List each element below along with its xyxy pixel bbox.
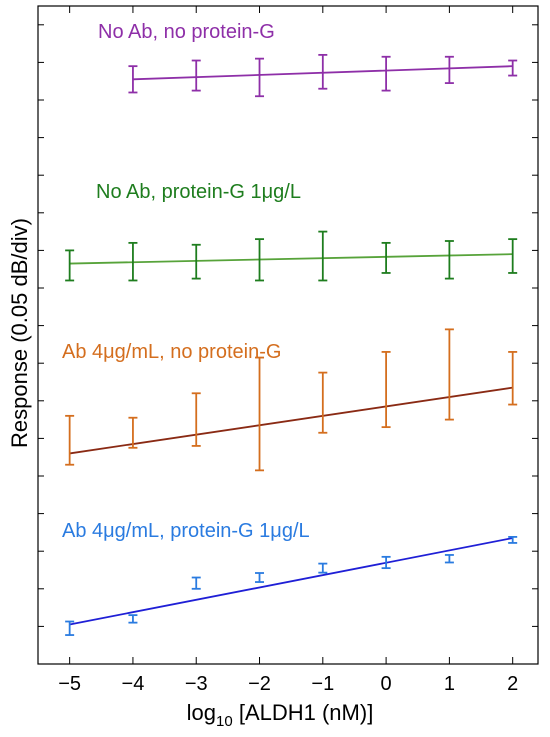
fit-line bbox=[69, 537, 513, 626]
y-axis-label: Response (0.05 dB/div) bbox=[7, 218, 32, 448]
series-layer: No Ab, no protein-G No Ab, protein-G 1μg/… bbox=[62, 21, 518, 636]
plot-area-border bbox=[37, 5, 539, 665]
series-1: No Ab, no protein-G bbox=[98, 21, 518, 98]
x-axis-label-rest: [ALDH1 (nM)] bbox=[233, 700, 374, 725]
fit-line bbox=[69, 253, 513, 265]
series-label: No Ab, no protein-G bbox=[98, 21, 275, 43]
series-label: Ab 4μg/mL, no protein-G bbox=[62, 341, 281, 363]
series-label: No Ab, protein-G 1μg/L bbox=[96, 181, 301, 203]
fit-line bbox=[69, 386, 513, 455]
x-axis-label-subscript: 10 bbox=[216, 713, 233, 730]
x-tick-label: 2 bbox=[507, 673, 518, 695]
x-tick-label: −4 bbox=[122, 673, 145, 695]
x-axis-ticks: −5 −4 −3 −2 −1 0 1 2 bbox=[58, 6, 518, 695]
series-2: No Ab, protein-G 1μg/L bbox=[65, 181, 518, 282]
x-tick-label: 1 bbox=[444, 673, 455, 695]
series-3: Ab 4μg/mL, no protein-G bbox=[62, 328, 518, 472]
plot-frame bbox=[37, 5, 539, 665]
series-4: Ab 4μg/mL, protein-G 1μg/L bbox=[62, 520, 518, 636]
series-label: Ab 4μg/mL, protein-G 1μg/L bbox=[62, 520, 310, 542]
x-tick-label: 0 bbox=[381, 673, 392, 695]
x-tick-label: −1 bbox=[311, 673, 334, 695]
x-axis-label: log10 [ALDH1 (nM)] bbox=[187, 700, 374, 730]
x-tick-label: −3 bbox=[185, 673, 208, 695]
y-axis-ticks bbox=[38, 24, 538, 627]
x-tick-label: −5 bbox=[58, 673, 81, 695]
x-tick-label: −2 bbox=[248, 673, 271, 695]
